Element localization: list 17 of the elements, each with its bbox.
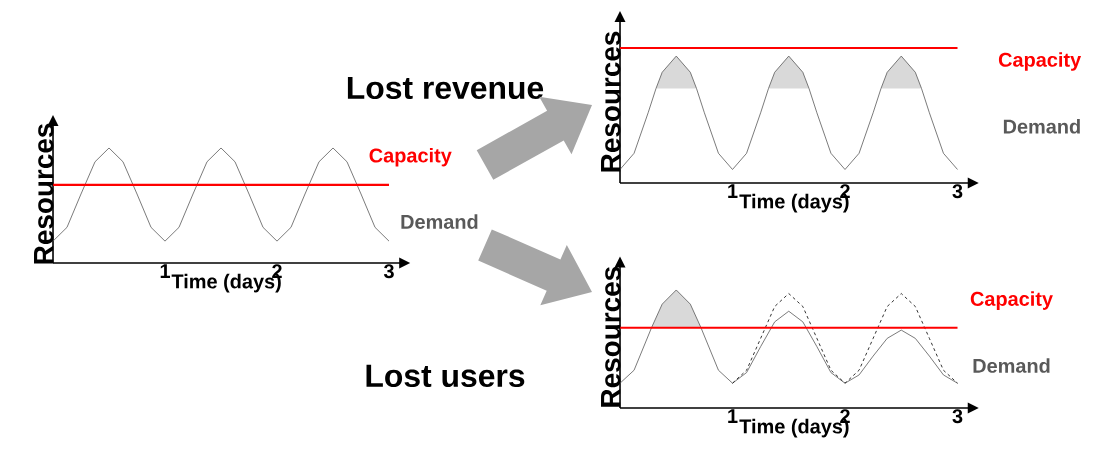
x-tick-label: 3 (952, 409, 963, 424)
y-axis-title: Resources (601, 31, 621, 172)
x-tick-label: 1 (728, 409, 738, 423)
x-tick-label: 1 (728, 184, 738, 198)
series-label: Demand (973, 358, 1050, 373)
series-label: Demand (401, 214, 478, 229)
text: Lost revenue (347, 76, 544, 100)
x-tick-label: 3 (383, 264, 394, 279)
x-tick-label: 3 (952, 184, 963, 199)
x-tick-label: 1 (160, 264, 170, 278)
text: Demand (1003, 118, 1080, 134)
text: Lost users (366, 364, 525, 388)
text: Capacity (998, 52, 1082, 71)
series-label: Capacity (970, 291, 1053, 310)
series-label: Capacity (369, 147, 452, 167)
y-axis-title: Resources (601, 267, 621, 407)
y-axis-title: Resources (34, 123, 54, 264)
